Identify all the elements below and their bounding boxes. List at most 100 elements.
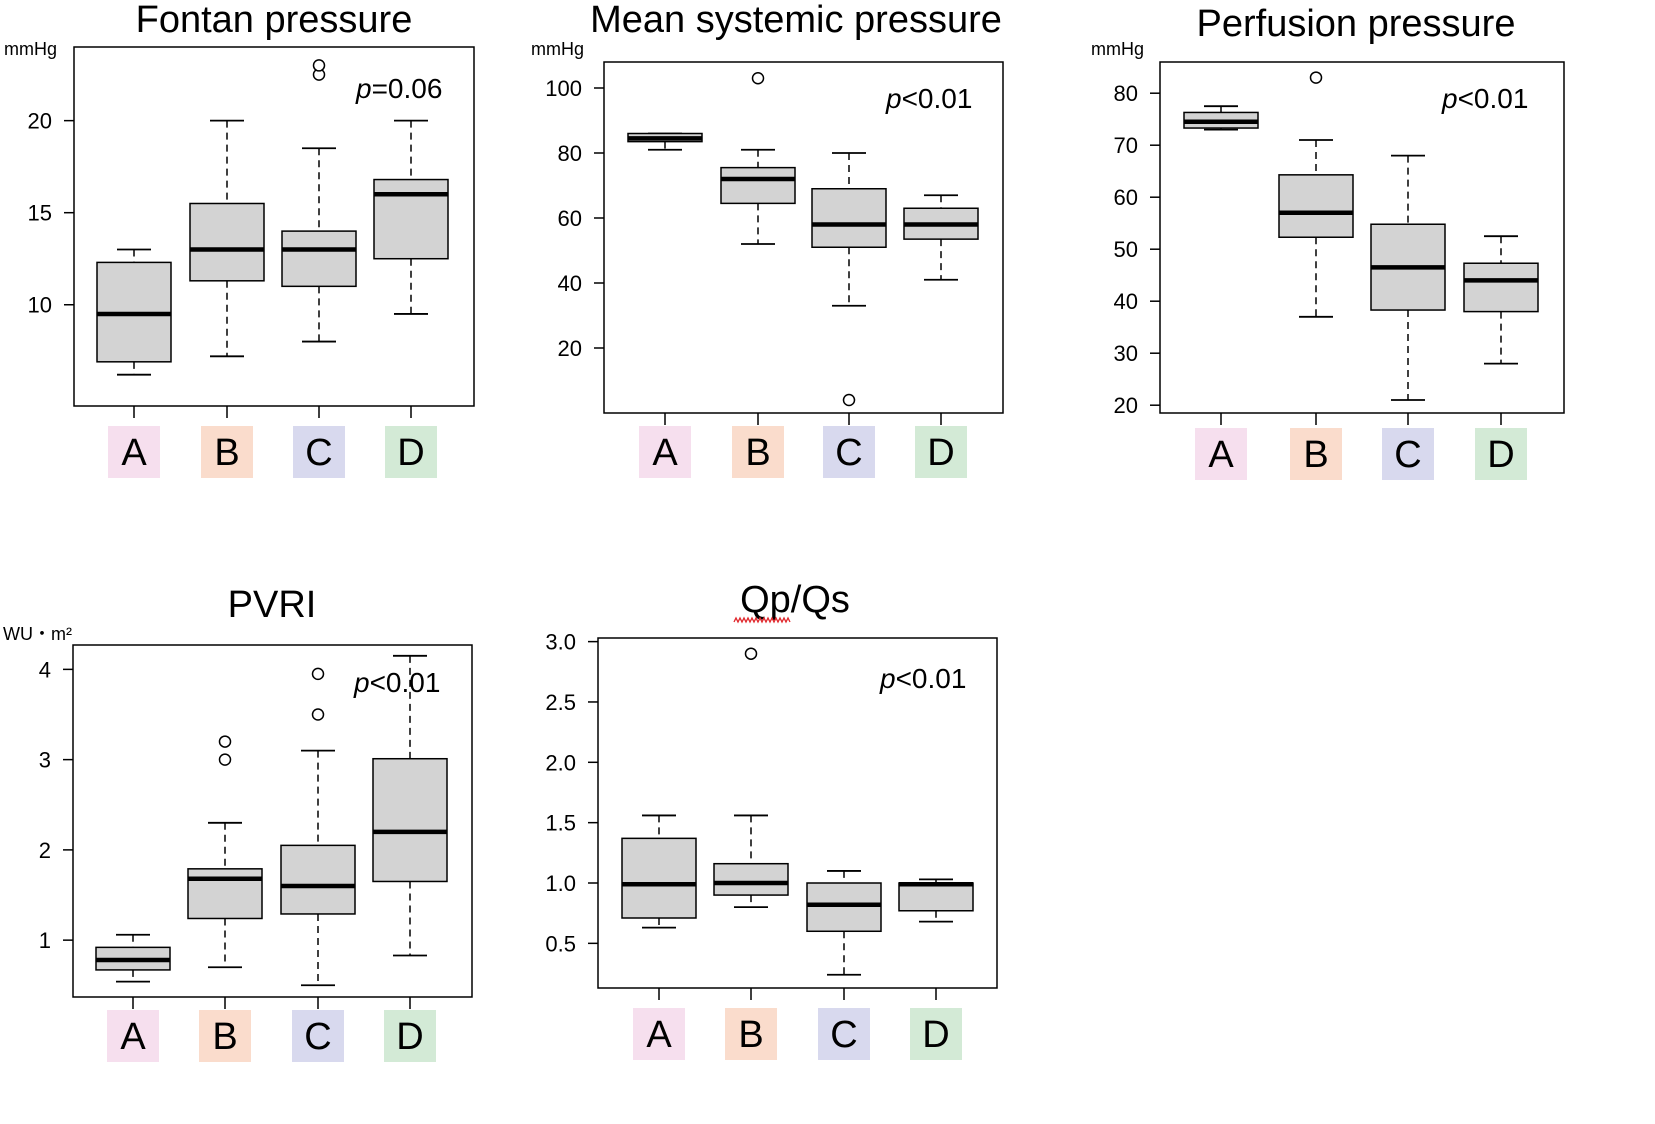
category-label: B: [745, 432, 770, 474]
category-label: B: [214, 432, 239, 474]
category-label: C: [835, 432, 862, 474]
outlier-point: [218, 735, 232, 748]
category-color-patch: [732, 426, 784, 478]
y-tick-label: 20: [28, 109, 52, 134]
iqr-box: [280, 844, 356, 915]
category-label: B: [1303, 434, 1328, 476]
category-color-patch: [915, 426, 967, 478]
category-color-patch: [1195, 428, 1247, 480]
y-tick-label: 15: [28, 201, 52, 226]
category-label: D: [396, 1016, 423, 1058]
category-label: D: [397, 432, 424, 474]
category-label: D: [1487, 434, 1514, 476]
category-color-patch: [108, 426, 160, 478]
plot-frame: [597, 637, 998, 989]
box-C: C: [280, 667, 356, 1062]
y-tick-label: 40: [558, 271, 582, 296]
y-tick-label: 1.5: [545, 811, 576, 836]
chart-title: Fontan pressure: [136, 0, 413, 41]
category-label: C: [1394, 434, 1421, 476]
category-color-patch: [910, 1008, 962, 1060]
category-label: A: [120, 1016, 146, 1058]
y-tick-label: 100: [545, 76, 582, 101]
box-D: D: [898, 878, 974, 1060]
iqr-box: [811, 188, 887, 248]
y-tick-label: 60: [558, 206, 582, 231]
box-A: A: [96, 248, 172, 478]
category-color-patch: [725, 1008, 777, 1060]
box-D: D: [373, 119, 449, 478]
category-color-patch: [1382, 428, 1434, 480]
box-B: B: [720, 72, 796, 478]
box-C: C: [1370, 154, 1446, 480]
chart-panel-3: Perfusion pressure mmHg 20 30 40 50 60 70 80 p<0.…: [1091, 3, 1565, 480]
y-tick-label: 20: [1114, 393, 1138, 418]
category-color-patch: [385, 426, 437, 478]
box-D: D: [903, 194, 979, 478]
iqr-box: [373, 178, 449, 260]
p-value-label: p<0.01: [885, 83, 972, 114]
y-tick-label: 2.0: [545, 750, 576, 775]
category-color-patch: [633, 1008, 685, 1060]
category-color-patch: [293, 426, 345, 478]
box-B: B: [189, 119, 265, 478]
iqr-box: [713, 862, 789, 896]
category-color-patch: [1475, 428, 1527, 480]
iqr-box: [720, 166, 796, 205]
p-value-label: p<0.01: [353, 667, 440, 698]
category-label: B: [738, 1014, 763, 1056]
category-label: D: [922, 1014, 949, 1056]
category-label: C: [304, 1016, 331, 1058]
iqr-box: [621, 837, 697, 919]
plot-frame: [1159, 61, 1565, 414]
box-A: A: [621, 814, 697, 1060]
category-color-patch: [201, 426, 253, 478]
category-label: D: [927, 432, 954, 474]
outlier-point: [744, 647, 758, 660]
box-A: A: [1183, 105, 1259, 480]
chart-title: Mean systemic pressure: [590, 0, 1002, 41]
box-B: B: [1278, 71, 1354, 480]
y-tick-label: 1.0: [545, 871, 576, 896]
y-tick-label: 2: [39, 838, 51, 863]
iqr-box: [898, 882, 974, 912]
y-unit-label: mmHg: [1091, 39, 1144, 59]
outlier-point: [311, 708, 325, 721]
y-tick-label: 3.0: [545, 630, 576, 655]
y-tick-label: 10: [28, 293, 52, 318]
outlier-point: [312, 59, 326, 72]
y-tick-label: 80: [1114, 81, 1138, 106]
category-label: A: [1208, 434, 1234, 476]
y-tick-label: 1: [39, 928, 51, 953]
category-color-patch: [818, 1008, 870, 1060]
outlier-point: [751, 72, 765, 85]
box-A: A: [627, 132, 703, 478]
plot-frame: [603, 61, 1004, 414]
category-label: A: [646, 1014, 672, 1056]
category-color-patch: [292, 1010, 344, 1062]
box-C: C: [806, 870, 882, 1060]
chart-title: Qp/Qs: [740, 579, 850, 621]
box-C: C: [811, 152, 887, 478]
y-tick-label: 4: [39, 657, 51, 682]
y-tick-label: 50: [1114, 237, 1138, 262]
box-A: A: [95, 933, 171, 1062]
box-B: B: [713, 647, 789, 1060]
iqr-box: [1278, 174, 1354, 238]
box-D: D: [372, 654, 448, 1062]
y-unit-label: mmHg: [4, 39, 57, 59]
y-tick-label: 80: [558, 141, 582, 166]
category-label: A: [121, 432, 147, 474]
category-label: B: [212, 1016, 237, 1058]
y-tick-label: 2.5: [545, 690, 576, 715]
y-unit-label: WU・m²: [3, 624, 72, 644]
box-C: C: [281, 59, 357, 478]
y-unit-label: mmHg: [531, 39, 584, 59]
chart-panel-4: PVRI WU・m² 1 2 3 4 p<0.01 A B C D: [3, 584, 473, 1062]
category-label: C: [305, 432, 332, 474]
chart-title: Perfusion pressure: [1197, 3, 1516, 45]
box-D: D: [1463, 235, 1539, 480]
iqr-box: [281, 230, 357, 288]
iqr-box: [372, 757, 448, 883]
